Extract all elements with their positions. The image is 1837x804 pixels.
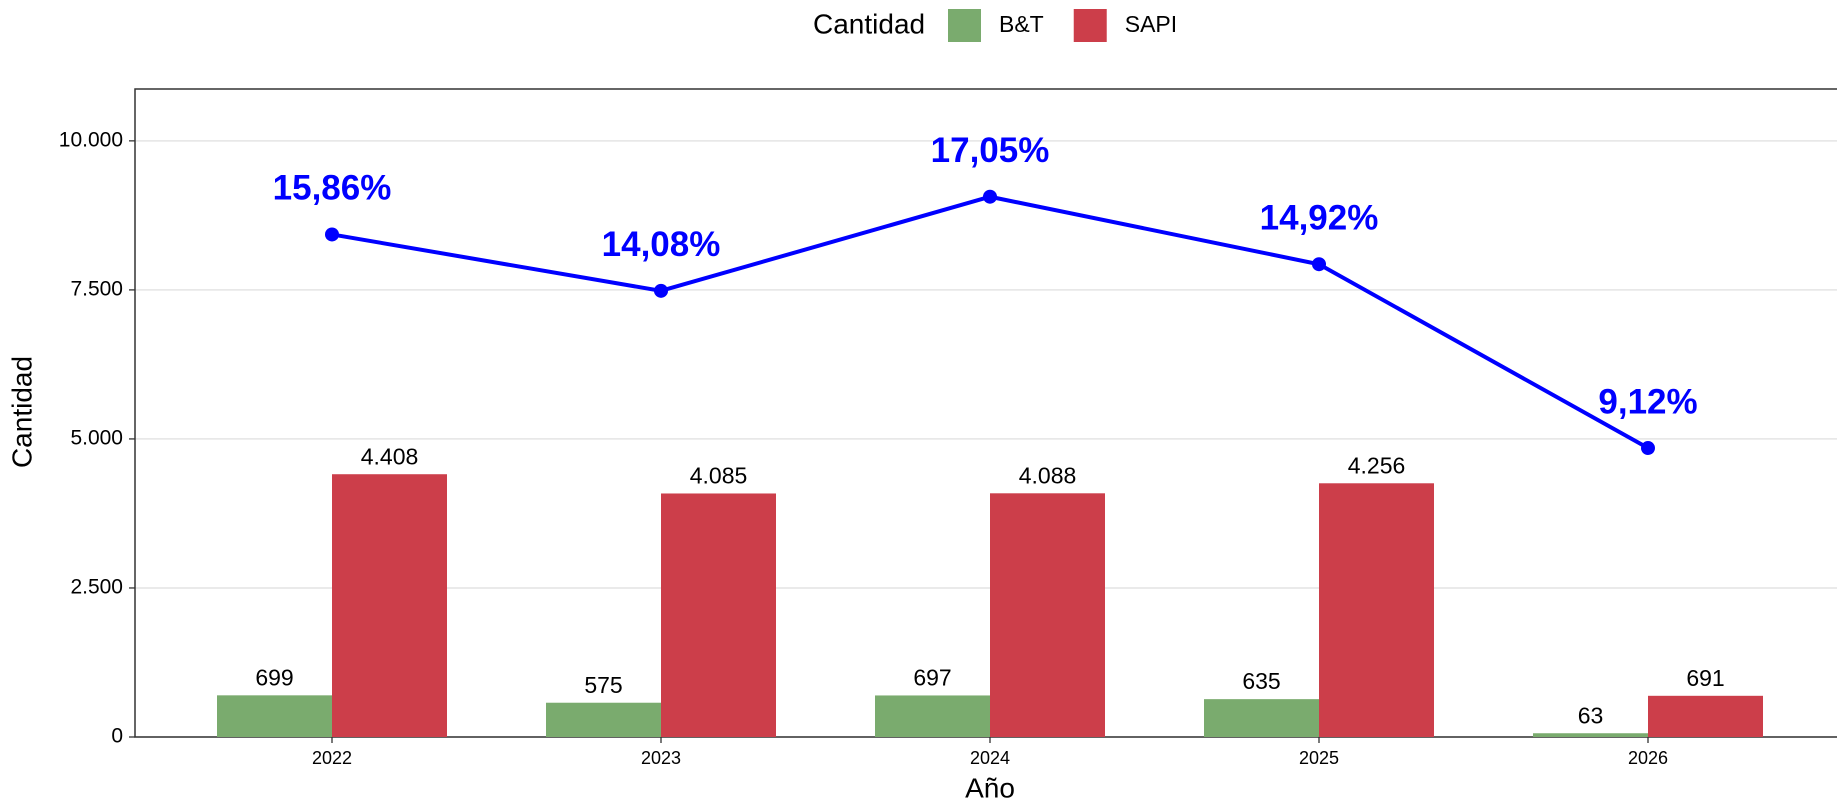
- line-label: 14,08%: [602, 225, 721, 264]
- y-tick-label: 0: [111, 725, 123, 748]
- line-label: 15,86%: [273, 169, 392, 208]
- x-tick-label: 2024: [970, 748, 1010, 768]
- bar: [1204, 699, 1319, 737]
- line-label: 14,92%: [1260, 198, 1379, 237]
- legend-title: Cantidad: [813, 8, 925, 39]
- x-tick-label: 2026: [1628, 748, 1668, 768]
- data-label: 4.088: [1019, 462, 1077, 488]
- data-label: 575: [584, 672, 622, 698]
- x-tick-label: 2025: [1299, 748, 1339, 768]
- y-tick-label: 7.500: [70, 277, 123, 300]
- legend-swatch: [948, 9, 981, 42]
- y-tick-label: 5.000: [70, 426, 123, 449]
- line-point: [325, 227, 339, 242]
- line-label: 17,05%: [931, 131, 1050, 170]
- data-label: 4.256: [1348, 452, 1406, 478]
- y-tick-label: 2.500: [70, 576, 123, 599]
- y-axis-title: Cantidad: [6, 356, 37, 468]
- line-point: [1312, 257, 1326, 272]
- bar: [546, 702, 661, 737]
- data-label: 699: [255, 664, 293, 690]
- bar: [990, 493, 1105, 737]
- legend-label: SAPI: [1125, 11, 1177, 37]
- data-label: 63: [1578, 702, 1604, 728]
- legend-label: B&T: [999, 11, 1044, 37]
- y-tick-label: 10.000: [59, 128, 123, 151]
- bar: [217, 695, 332, 737]
- bar: [875, 695, 990, 737]
- x-tick-label: 2022: [312, 748, 352, 768]
- line-point: [654, 283, 668, 298]
- bar: [661, 493, 776, 737]
- data-label: 4.408: [361, 443, 419, 469]
- line-point: [1641, 441, 1655, 456]
- legend-swatch: [1073, 9, 1107, 42]
- bar: [1319, 483, 1434, 737]
- data-label: 697: [913, 665, 951, 691]
- data-label: 691: [1686, 665, 1724, 691]
- data-label: 635: [1242, 668, 1280, 694]
- line-label: 9,12%: [1598, 382, 1697, 421]
- x-axis-title: Año: [965, 772, 1015, 803]
- data-label: 4.085: [690, 463, 748, 489]
- x-tick-label: 2023: [641, 748, 681, 768]
- bar: [1648, 695, 1763, 737]
- line-point: [983, 189, 997, 204]
- line: [331, 194, 1649, 450]
- bar: [332, 474, 447, 737]
- bar: [1533, 733, 1648, 737]
